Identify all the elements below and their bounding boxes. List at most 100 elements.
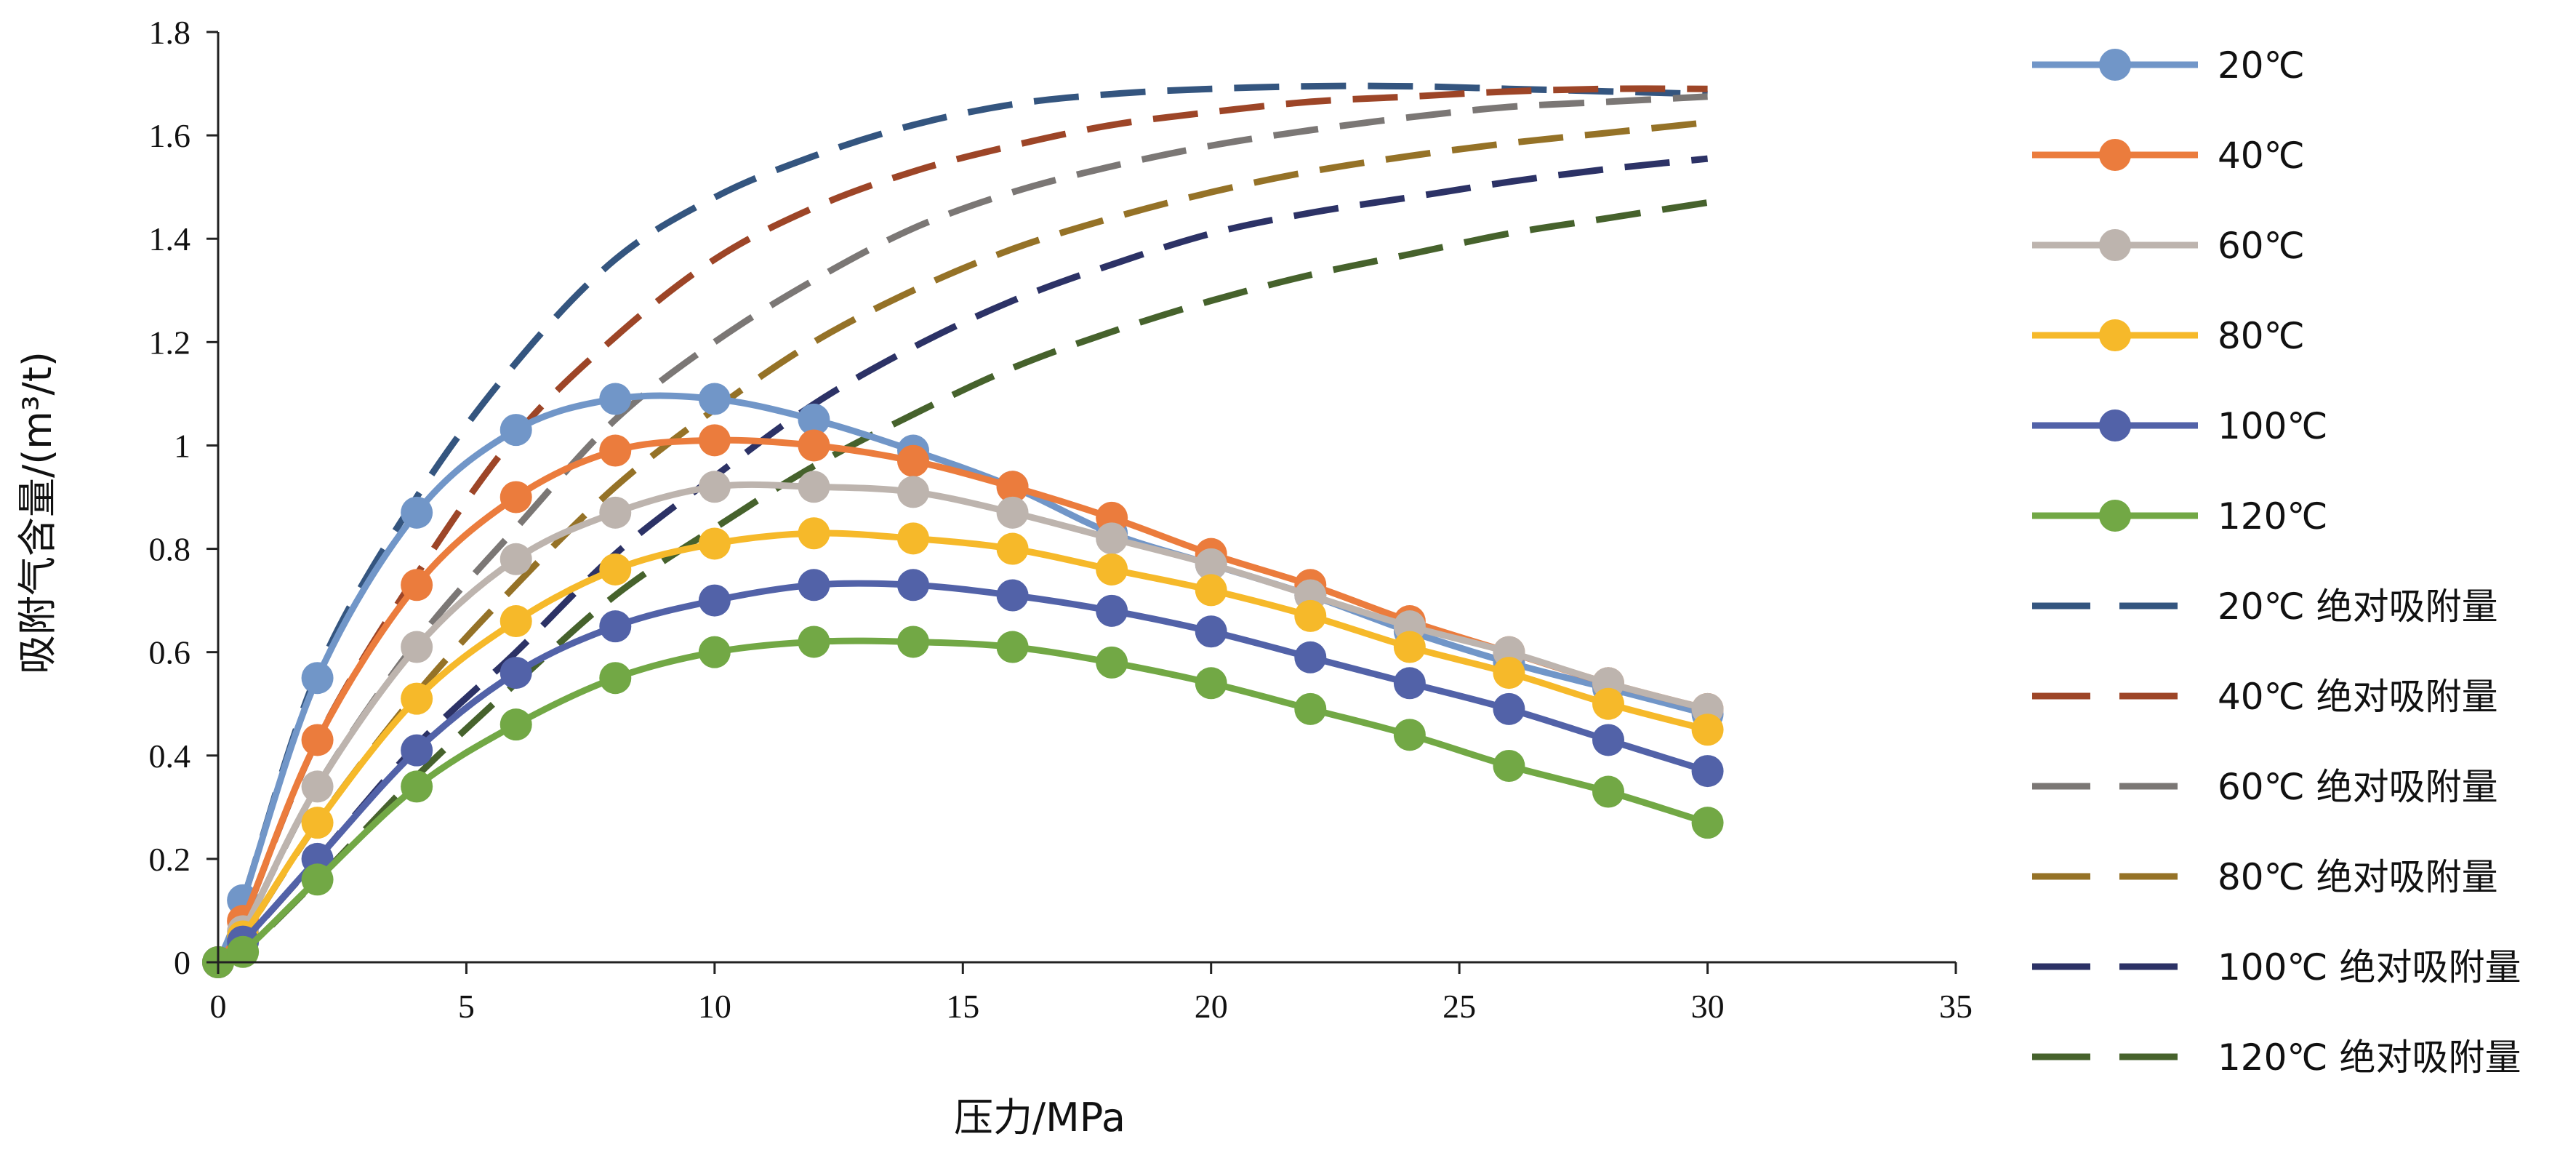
data-point <box>798 517 830 550</box>
legend-item: 120℃ 绝对吸附量 <box>2032 1036 2521 1079</box>
data-point <box>698 584 731 617</box>
data-point <box>698 636 731 668</box>
data-point <box>897 569 929 602</box>
data-point <box>996 471 1029 503</box>
data-point <box>1096 553 1128 586</box>
data-point <box>301 770 334 803</box>
legend-label: 80℃ <box>2218 315 2305 357</box>
legend-marker <box>2099 49 2131 81</box>
data-point <box>1592 687 1624 720</box>
data-point <box>401 770 433 803</box>
series-5 <box>202 569 1724 978</box>
data-point <box>401 631 433 663</box>
data-point <box>1096 646 1128 679</box>
legend-label: 20℃ 绝对吸附量 <box>2218 586 2498 628</box>
x-tick-label: 0 <box>210 988 227 1025</box>
legend-label: 40℃ 绝对吸附量 <box>2218 676 2498 718</box>
data-point <box>1393 631 1426 663</box>
legend-item: 100℃ <box>2032 405 2328 447</box>
data-point <box>401 569 433 602</box>
data-point <box>599 662 632 695</box>
legend-marker <box>2099 229 2131 261</box>
series-9 <box>215 93 1708 965</box>
legend-item: 120℃ <box>2032 495 2328 537</box>
legend-marker <box>2099 409 2131 441</box>
data-point <box>1393 667 1426 700</box>
y-tick-label: 1 <box>174 427 190 464</box>
legend-item: 80℃ 绝对吸附量 <box>2032 856 2498 898</box>
data-point <box>1592 775 1624 808</box>
legend-marker <box>2099 139 2131 171</box>
series-line <box>217 637 1709 966</box>
data-point <box>897 444 929 477</box>
data-point <box>301 662 334 695</box>
data-point <box>499 657 532 690</box>
legend-item: 40℃ <box>2032 135 2305 177</box>
data-point <box>798 429 830 462</box>
legend: 20℃ 40℃ 60℃ 80℃ 100℃ 120℃ 20℃ 绝对吸附量 40℃ 绝对吸附量 60… <box>2032 44 2521 1079</box>
data-point <box>897 522 929 555</box>
data-point <box>1393 719 1426 751</box>
legend-item: 60℃ <box>2032 225 2305 267</box>
legend-label: 40℃ <box>2218 135 2305 177</box>
y-tick-label: 0 <box>174 944 190 981</box>
legend-item: 20℃ <box>2032 44 2305 87</box>
data-point <box>499 414 532 447</box>
data-point <box>698 383 731 415</box>
data-point <box>1294 692 1327 725</box>
series-line <box>215 481 1709 965</box>
data-point <box>798 626 830 658</box>
data-point <box>401 682 433 715</box>
data-point <box>698 424 731 457</box>
data-point <box>599 383 632 415</box>
data-point <box>798 471 830 503</box>
x-tick-label: 25 <box>1443 988 1476 1025</box>
series-line <box>214 82 1708 964</box>
y-tick-label: 1.2 <box>149 324 191 361</box>
series-line <box>217 199 1709 966</box>
data-point <box>897 476 929 508</box>
data-point <box>599 434 632 467</box>
data-point <box>1592 724 1624 756</box>
series-line <box>215 93 1708 965</box>
series-7 <box>214 82 1708 964</box>
data-point <box>1294 599 1327 632</box>
legend-label: 60℃ 绝对吸附量 <box>2218 766 2498 808</box>
legend-label: 120℃ <box>2218 495 2328 537</box>
data-point <box>499 543 532 575</box>
data-point <box>301 807 334 839</box>
data-point <box>1493 749 1525 782</box>
legend-label: 120℃ 绝对吸附量 <box>2218 1036 2521 1079</box>
series-layer <box>202 82 1724 978</box>
data-point <box>698 527 731 560</box>
data-point <box>1195 574 1227 607</box>
data-point <box>996 496 1029 529</box>
data-point <box>698 471 731 503</box>
x-axis-title: 压力/MPa <box>954 1095 1126 1140</box>
axes-layer: 0 5 10 15 20 25 30 35 0 0.2 0.4 0.6 0.8 1 1.2 1.4 1.6 1.8 <box>149 14 1973 1025</box>
legend-item: 20℃ 绝对吸附量 <box>2032 586 2498 628</box>
data-point <box>599 610 632 643</box>
data-point <box>1294 641 1327 674</box>
x-tick-label: 20 <box>1195 988 1228 1025</box>
y-tick-label: 0.6 <box>149 634 191 671</box>
data-point <box>499 481 532 513</box>
data-point <box>301 863 334 896</box>
data-point <box>499 708 532 741</box>
x-tick-label: 30 <box>1691 988 1725 1025</box>
x-tick-label: 5 <box>458 988 475 1025</box>
x-tick-label: 35 <box>1939 988 1973 1025</box>
data-point <box>996 631 1029 663</box>
series-line <box>215 85 1708 964</box>
series-12 <box>217 199 1709 966</box>
y-axis-title: 吸附气含量/(m³/t) <box>15 351 60 674</box>
data-point <box>996 532 1029 565</box>
data-point <box>1096 522 1128 555</box>
data-point <box>1493 657 1525 690</box>
data-point <box>301 724 334 756</box>
y-tick-label: 0.4 <box>149 738 191 775</box>
legend-label: 100℃ 绝对吸附量 <box>2218 946 2521 988</box>
x-tick-label: 10 <box>698 988 731 1025</box>
data-point <box>1691 807 1724 839</box>
